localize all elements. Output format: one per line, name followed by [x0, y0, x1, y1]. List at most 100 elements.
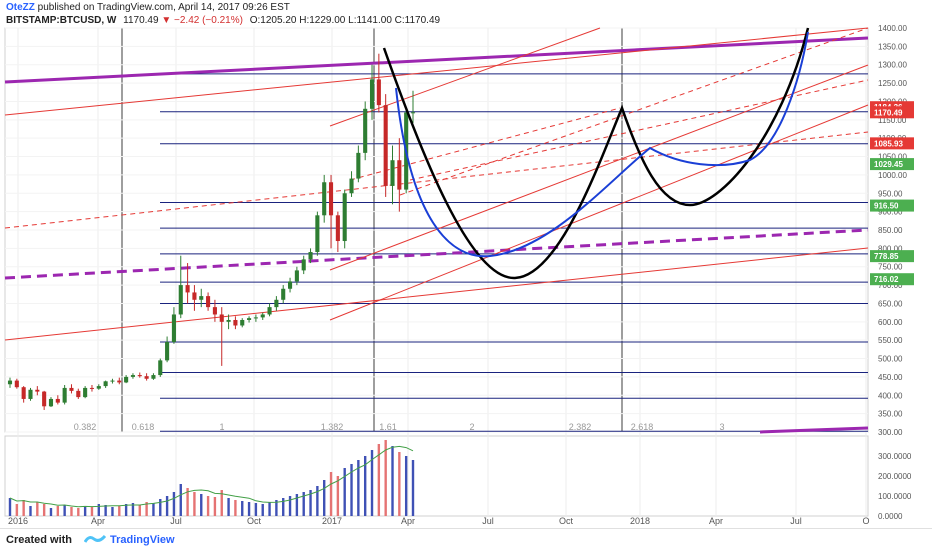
price-tick-label: 1000.00 [878, 171, 907, 180]
tradingview-brand[interactable]: TradingView [110, 534, 175, 546]
volume-bar [159, 499, 162, 516]
price-tag-label: 1029.45 [874, 160, 903, 169]
candle-body [322, 182, 327, 216]
volume-bar [36, 502, 39, 516]
candle-body [288, 281, 293, 289]
candle-body [253, 317, 258, 319]
candle-body [233, 319, 238, 326]
volume-bar [206, 496, 210, 516]
candle-body [219, 314, 224, 322]
time-tick-label: Jul [170, 516, 182, 526]
volume-bar [29, 506, 32, 516]
time-tick-label: 2017 [322, 516, 342, 526]
candle-body [137, 375, 142, 377]
symbol-label[interactable]: BITSTAMP:BTCUSD, W [6, 15, 117, 26]
candle-body [410, 112, 416, 114]
price-tick-label: 1400.00 [878, 24, 907, 33]
volume-bar [329, 472, 333, 516]
candle-body [342, 193, 347, 242]
volume-bar [172, 492, 176, 516]
candle-body [76, 390, 81, 398]
fib-levels: 0.382 0.618 1 1.382 1.61 2 2.382 2.618 3 [74, 73, 868, 432]
price-tick-label: 500.00 [878, 355, 903, 364]
candle-body [356, 152, 361, 179]
fib-label: 1.382 [321, 422, 344, 432]
time-tick-label: Jul [482, 516, 494, 526]
candle-body [7, 380, 13, 385]
volume-bar [302, 492, 305, 516]
price-chart[interactable]: 0.382 0.618 1 1.382 1.61 2 2.382 2.618 3 2016 Apr… [0, 0, 932, 528]
candle-body [328, 182, 334, 216]
candle-body [335, 215, 340, 242]
candle-body [267, 307, 272, 315]
candle-body [14, 380, 19, 388]
time-tick-label: O [862, 516, 869, 526]
last-price: 1170.49 [123, 15, 159, 26]
volume-bar [104, 505, 107, 516]
volume-bar [179, 484, 182, 516]
ohlc-values: O:1205.20 H:1229.00 L:1141.00 C:1170.49 [249, 15, 441, 26]
volume-bar [22, 500, 25, 516]
price-tick-label: 800.00 [878, 244, 903, 253]
candle-body [260, 314, 265, 318]
candle-body [35, 389, 40, 392]
candles [7, 53, 416, 410]
price-change: −2.42 (−0.21%) [174, 15, 243, 26]
volume-bar [398, 452, 401, 516]
time-tick-label: 2016 [8, 516, 28, 526]
candle-body [294, 270, 299, 282]
volume-ma-line [9, 445, 414, 508]
candle-body [103, 381, 108, 387]
fib-label: 2 [469, 422, 474, 432]
tradingview-logo-icon [84, 534, 106, 543]
volume-bar [77, 508, 80, 516]
candle-body [390, 160, 395, 186]
volume-bar [8, 498, 12, 516]
volume-bar [63, 505, 66, 516]
fib-label: 2.382 [569, 422, 592, 432]
volume-bar [323, 480, 326, 516]
candle-body [165, 342, 170, 361]
volume-bar [254, 503, 258, 516]
volume-bar [200, 494, 203, 516]
dashed-channel-line [409, 79, 869, 181]
volume-bar [336, 476, 340, 516]
candle-body [178, 285, 183, 315]
author-name[interactable]: OteZZ [6, 2, 35, 13]
purple-dashed-trendline [4, 228, 869, 280]
price-tick-label: 1350.00 [878, 42, 907, 51]
time-tick-label: Oct [559, 516, 574, 526]
candle-body [247, 318, 252, 320]
candle-body [397, 160, 402, 190]
volume-bar [118, 506, 121, 516]
purple-bottom-line [759, 426, 869, 434]
volume-bar [288, 496, 292, 516]
volume-bar [384, 440, 387, 516]
price-tag-box [870, 250, 914, 263]
candle-body [42, 391, 47, 407]
volume-bar [49, 508, 53, 516]
candle-body [110, 380, 115, 382]
time-tick-label: Apr [91, 516, 105, 526]
forecast-curves [382, 27, 810, 280]
time-tick-label: Oct [247, 516, 262, 526]
volume-bar [97, 504, 100, 516]
price-tick-label: 600.00 [878, 318, 903, 327]
price-tick-label: 700.00 [878, 281, 903, 290]
volume-bar [42, 504, 46, 516]
candle-body [308, 252, 313, 260]
candle-body [69, 387, 74, 391]
candle-body [185, 285, 190, 293]
price-tick-label: 350.00 [878, 410, 903, 419]
price-tag-box [870, 199, 914, 212]
volume-bar [186, 488, 189, 516]
candle-body [28, 389, 33, 399]
candle-body [62, 387, 67, 403]
volume-bar [15, 504, 19, 516]
price-tick-label: 550.00 [878, 336, 903, 345]
volume-bar [56, 506, 60, 516]
candle-body [124, 376, 129, 383]
candle-body [226, 319, 231, 322]
fib-label: 0.618 [132, 422, 155, 432]
created-with-label: Created with [6, 534, 73, 546]
